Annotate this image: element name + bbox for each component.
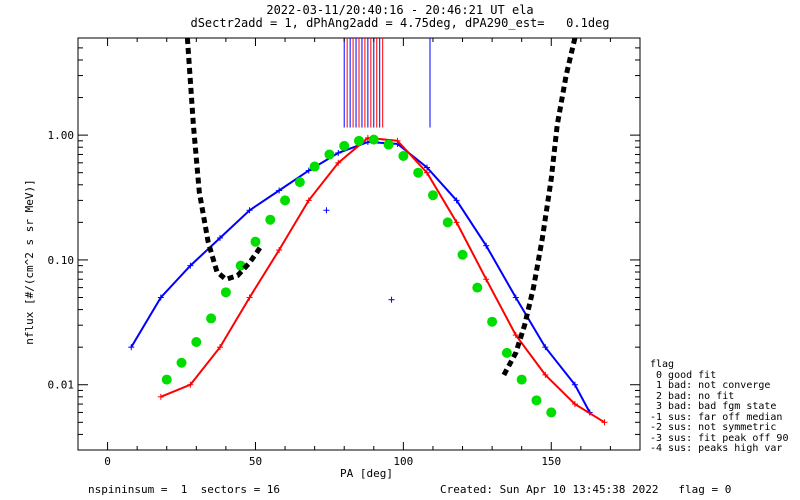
data-point [424,169,431,176]
data-series [128,37,608,426]
data-point [542,371,549,378]
footer-left-info: nspininsum = 1 sectors = 16 [88,483,281,496]
data-point [512,332,519,339]
data-point [187,381,194,388]
data-point [453,197,460,204]
legend-entry: 3 bad: bad fgm state [650,401,777,412]
series-line [160,136,606,424]
data-point [216,234,223,241]
legend-entry: 0 good fit [650,369,717,381]
data-point [128,344,135,351]
y-tick-label: 0.10 [48,254,75,267]
data-point [305,197,312,204]
legend-title: flag [650,359,675,370]
data-point [546,407,557,418]
data-point [324,149,335,160]
data-point [483,242,490,249]
axes: 0 50 100 150 0.01 0.10 1.00 [48,38,640,468]
data-point [246,294,253,301]
x-tick-label: 0 [104,455,111,468]
data-point [368,134,379,145]
data-point [176,357,187,368]
data-point [571,381,578,388]
data-point [457,249,468,260]
data-point [305,167,312,174]
data-point [191,337,202,348]
data-point [335,149,342,156]
data-point [187,262,194,269]
x-tick-label: 150 [541,455,561,468]
data-point [542,344,549,351]
data-point [483,276,490,283]
data-point [280,195,291,206]
data-point [335,159,342,166]
peak-marker-lines [343,38,431,128]
data-point [250,236,261,247]
outlier-point [323,207,330,214]
data-point [424,164,431,171]
data-point [246,207,253,214]
chart-title: 2022-03-11/20:40:16 - 20:46:21 UT ela [266,3,534,17]
legend-entry: -1 sus: far off median [650,411,783,423]
data-point [512,294,519,301]
series-line [501,37,578,377]
series-line [184,37,264,283]
data-point [383,139,394,150]
data-point [235,260,246,271]
data-point [339,140,350,151]
data-point [531,395,542,406]
legend-entry: -3 sus: fit peak off 90 [650,432,789,444]
x-axis-label: PA [deg] [340,467,393,480]
legend-entry: 2 bad: no fit [650,390,735,402]
footer-created-info: Created: Sun Apr 10 13:45:38 2022 flag =… [440,483,732,496]
data-point [309,161,320,172]
data-point [206,313,217,324]
data-point [294,177,305,188]
y-tick-label: 1.00 [48,129,75,142]
legend: flag 0 good fit 1 bad: not converge 2 ba… [650,359,789,455]
x-tick-label: 100 [393,455,413,468]
data-point [516,374,527,385]
data-point [161,374,172,385]
outlier-point [388,296,395,303]
legend-entry: -4 sus: peaks high var [650,443,783,454]
data-point [157,294,164,301]
x-tick-label: 50 [249,455,262,468]
data-point [413,167,424,178]
data-point [501,347,512,358]
data-point [276,247,283,254]
data-point [601,419,608,426]
data-point [157,393,164,400]
data-point [265,214,276,225]
data-point [571,401,578,408]
y-tick-label: 0.01 [48,379,75,392]
data-point [276,187,283,194]
data-point [394,137,401,144]
data-point [487,316,498,327]
data-point [453,219,460,226]
data-point [220,287,231,298]
chart-subtitle: dSectr2add = 1, dPhAng2add = 4.75deg, dP… [190,16,610,30]
legend-entry: 1 bad: not converge [650,380,771,391]
data-point [354,135,364,146]
legend-entry: -2 sus: not symmetric [650,422,777,433]
data-point [442,217,453,228]
data-point [427,190,438,201]
data-point [398,151,409,162]
data-point [216,344,223,351]
data-point [472,282,483,293]
